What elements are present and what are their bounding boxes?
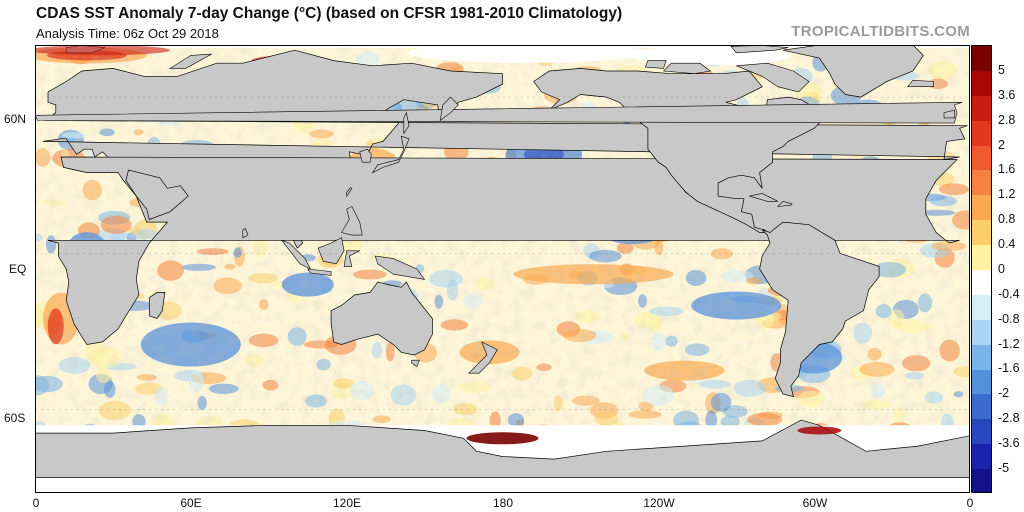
hispaniola-island — [776, 200, 793, 207]
colorbar-label: 3.6 — [998, 88, 1016, 102]
south-america-landmass — [759, 221, 880, 398]
colorbar-segment — [972, 394, 991, 420]
australia-landmass — [330, 281, 433, 356]
colorbar-label: 1.2 — [998, 187, 1016, 201]
colorbar-label: -1.2 — [998, 337, 1020, 351]
sumatra-island — [280, 239, 311, 270]
colorbar-segment — [972, 245, 991, 271]
colorbar-segment — [972, 294, 991, 321]
lat-label-60n: 60N — [4, 112, 27, 126]
madagascar-landmass — [148, 292, 166, 319]
lon-label-0: 0 — [32, 496, 40, 510]
java-island — [307, 268, 332, 276]
colorbar-label: 0.4 — [998, 237, 1016, 251]
lat-label-60s: 60S — [4, 411, 26, 425]
lon-label-180: 180 — [492, 496, 514, 510]
map-title: CDAS SST Anomaly 7-day Change (°C) (base… — [36, 5, 623, 22]
new-guinea-island — [374, 255, 426, 280]
colorbar-label: -0.4 — [998, 287, 1020, 301]
kamchatka-peninsula — [439, 96, 459, 122]
colorbar-label: 2 — [998, 138, 1005, 152]
colorbar-segment — [972, 70, 991, 97]
taiwan-island — [346, 187, 353, 198]
tasmania-island — [411, 359, 420, 368]
colorbar-segment — [972, 444, 991, 470]
lon-label-120e: 120E — [332, 496, 362, 510]
ellesmere-island — [730, 45, 789, 54]
colorbar-segment — [972, 220, 991, 246]
colorbar-segment — [972, 95, 991, 122]
colorbar-segment — [972, 319, 991, 346]
weddell-sea-anomaly — [797, 426, 842, 435]
colorbar-segment — [972, 469, 991, 492]
sakhalin-island — [403, 111, 410, 135]
uk-island — [35, 102, 963, 124]
baffin-island — [736, 62, 810, 93]
new-zealand-island — [467, 341, 498, 374]
colorbar-label: -5 — [998, 461, 1010, 475]
lon-label-120w: 120W — [643, 496, 675, 510]
colorbar-segment — [972, 419, 991, 445]
colorbar-label: 1.6 — [998, 162, 1016, 176]
sst-anomaly-map — [35, 45, 970, 493]
sulawesi-island — [343, 250, 360, 267]
lon-label-60e: 60E — [180, 496, 202, 510]
arabia-landmass — [125, 169, 189, 220]
colorbar-label: -1.6 — [998, 361, 1020, 375]
colorbar-label: -3.6 — [998, 436, 1020, 450]
colorbar-label: 2.8 — [998, 113, 1016, 127]
source-credit: TROPICALTIDBITS.COM — [791, 23, 970, 40]
lat-label-eq: EQ — [9, 262, 27, 276]
map-frame — [35, 45, 970, 493]
barents-sea-anomaly — [35, 45, 170, 56]
cuba-island — [749, 193, 778, 202]
victoria-island — [662, 62, 712, 75]
borneo-island — [317, 237, 345, 265]
colorbar-segment — [972, 46, 991, 72]
japan-island — [371, 135, 410, 174]
colorbar-label: 0 — [998, 262, 1005, 276]
colorbar-segment — [972, 344, 991, 371]
sri-lanka-island — [242, 228, 249, 239]
colorbar-segment — [972, 270, 991, 296]
colorbar-label: -0.8 — [998, 312, 1020, 326]
lon-label-60w: 60W — [802, 496, 828, 510]
arctic-sea-ice — [408, 45, 649, 63]
colorbar-segment — [972, 120, 991, 147]
greenland-landmass — [782, 45, 924, 98]
colorbar-segment — [972, 369, 991, 395]
colorbar-label: 0.8 — [998, 212, 1016, 226]
ross-sea-anomaly — [466, 432, 539, 445]
banks-island — [644, 60, 667, 69]
analysis-time: Analysis Time: 06z Oct 29 2018 — [36, 26, 219, 41]
colorbar-label: -2 — [998, 386, 1010, 400]
colorbar-segment — [972, 145, 991, 171]
novaya-zemlya-island — [169, 53, 212, 69]
philippines-island — [341, 206, 363, 236]
ireland-island — [943, 109, 955, 119]
antarctica-landmass — [35, 419, 970, 478]
land-masses — [35, 45, 970, 478]
iceland-island — [907, 79, 934, 88]
colorbar-label: -2.8 — [998, 411, 1020, 425]
colorbar-segment — [972, 170, 991, 196]
lon-label-0-east: 0 — [966, 496, 974, 510]
colorbar — [971, 45, 992, 493]
colorbar-label: 5 — [998, 63, 1005, 77]
korea-peninsula — [359, 148, 372, 163]
colorbar-segment — [972, 195, 991, 221]
